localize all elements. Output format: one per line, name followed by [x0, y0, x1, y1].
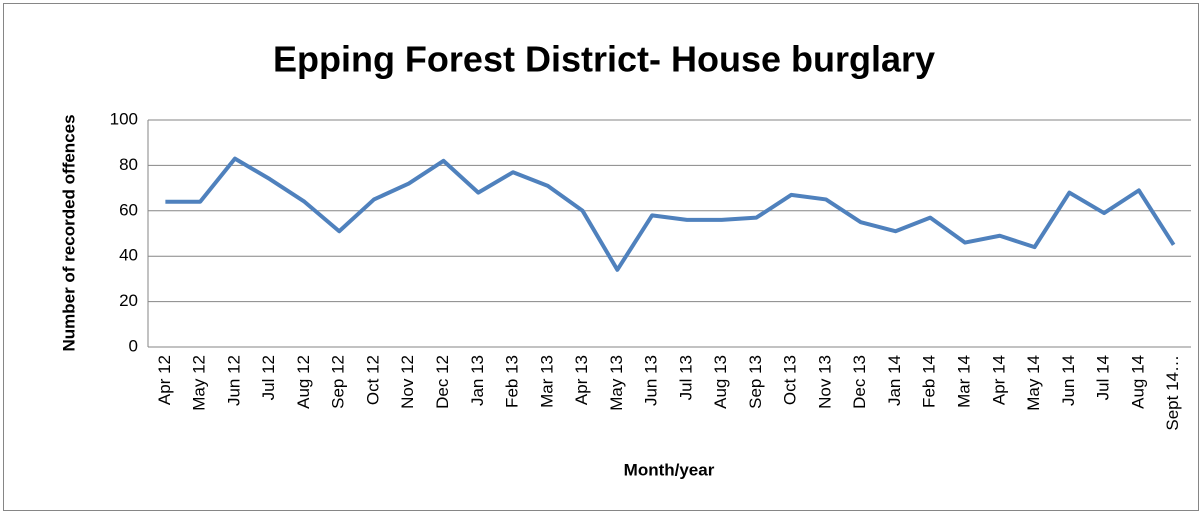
x-tick-label: May 12: [190, 355, 209, 411]
data-line: [165, 156, 1176, 272]
y-tick-label: 40: [119, 246, 138, 265]
x-axis-title: Month/year: [624, 460, 715, 479]
x-tick-label: Aug 14: [1128, 355, 1147, 409]
x-tick-label: Aug 13: [711, 355, 730, 409]
x-tick-label: Jan 14: [885, 355, 904, 406]
x-tick-label: Jun 13: [642, 355, 661, 406]
x-tick-label: May 14: [1024, 355, 1043, 411]
x-tick-label: May 13: [607, 355, 626, 411]
x-tick-label: Jun 12: [224, 355, 243, 406]
x-tick-label: Jul 12: [259, 355, 278, 400]
x-tick-label: Jul 13: [676, 355, 695, 400]
x-tick-label: Nov 13: [815, 355, 834, 409]
y-tick-label: 100: [110, 109, 138, 128]
x-tick-label: Aug 12: [294, 355, 313, 409]
y-tick-label: 0: [129, 336, 138, 355]
x-tick-label: Sep 12: [329, 355, 348, 409]
x-tick-label: Jul 14: [1094, 355, 1113, 400]
y-tick-label: 20: [119, 291, 138, 310]
x-tick-label: Apr 14: [989, 355, 1008, 405]
x-tick-label: Mar 13: [537, 355, 556, 408]
x-tick-label: Feb 14: [920, 355, 939, 408]
y-axis-title: Number of recorded offences: [59, 114, 78, 351]
x-tick-label: Feb 13: [503, 355, 522, 408]
x-tick-label: Mar 14: [955, 355, 974, 408]
x-tick-label: Dec 13: [850, 355, 869, 409]
x-tick-label: Sept 14…: [1163, 355, 1182, 431]
x-tick-label: Jan 13: [468, 355, 487, 406]
x-tick-label: Sep 13: [746, 355, 765, 409]
x-tick-label: Dec 12: [433, 355, 452, 409]
chart-title: Epping Forest District- House burglary: [273, 39, 935, 80]
y-tick-label: 60: [119, 200, 138, 219]
x-tick-label: Nov 12: [398, 355, 417, 409]
chart-border: [3, 3, 1199, 511]
x-tick-label: Oct 13: [781, 355, 800, 405]
x-tick-label: Apr 12: [155, 355, 174, 405]
x-tick-label: Jun 14: [1059, 355, 1078, 406]
y-tick-label: 80: [119, 155, 138, 174]
x-tick-label: Apr 13: [572, 355, 591, 405]
x-tick-label: Oct 12: [363, 355, 382, 405]
